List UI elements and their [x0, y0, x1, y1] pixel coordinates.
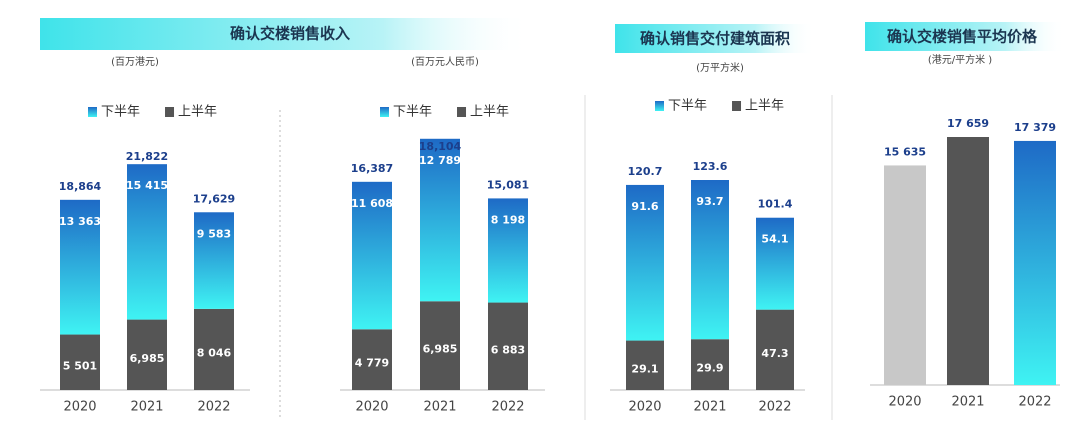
legend-label: 下半年 — [393, 105, 432, 120]
segment-label: 29.9 — [696, 362, 723, 375]
total-label: 120.7 — [628, 165, 663, 178]
segment-label: 93.7 — [696, 195, 723, 208]
bar-segment — [127, 164, 167, 320]
x-tick-label: 2020 — [888, 395, 921, 410]
chart-title: 确认销售交付建筑面积 — [640, 30, 790, 48]
legend-swatch — [380, 107, 389, 117]
chart-title: 确认交楼销售平均价格 — [887, 28, 1038, 46]
legend-swatch — [457, 107, 467, 117]
bar — [884, 165, 926, 385]
bar-segment — [756, 217, 794, 310]
total-label: 18,104 — [419, 140, 462, 153]
value-label: 17 659 — [947, 117, 989, 130]
legend-label: 上半年 — [745, 99, 784, 114]
legend-label: 上半年 — [178, 105, 217, 120]
value-label: 17 379 — [1014, 121, 1056, 134]
segment-label: 6 883 — [491, 343, 525, 356]
x-tick-label: 2022 — [491, 400, 524, 415]
legend-swatch — [655, 101, 664, 111]
bar — [947, 137, 989, 385]
x-tick-label: 2022 — [197, 400, 230, 415]
bar-segment — [127, 319, 167, 390]
segment-label: 5 501 — [63, 359, 97, 372]
segment-label: 9 583 — [197, 227, 231, 240]
legend-swatch — [165, 107, 175, 117]
legend-swatch — [732, 101, 742, 111]
total-label: 15,081 — [487, 178, 529, 191]
x-tick-label: 2021 — [951, 395, 984, 410]
banner — [615, 24, 815, 53]
bar — [1014, 140, 1056, 385]
legend-label: 下半年 — [101, 105, 140, 120]
legend-label: 下半年 — [668, 99, 707, 114]
x-tick-label: 2022 — [758, 400, 791, 415]
bar-segment — [420, 301, 460, 390]
segment-label: 8 046 — [197, 346, 232, 359]
total-label: 21,822 — [126, 150, 168, 163]
banner — [40, 18, 530, 50]
segment-label: 13 363 — [59, 215, 101, 228]
segment-label: 54.1 — [761, 233, 788, 246]
segment-label: 6,985 — [423, 343, 458, 356]
bar-segment — [194, 308, 234, 390]
x-tick-label: 2021 — [130, 400, 163, 415]
bar-segment — [488, 302, 528, 390]
bar-segment — [60, 334, 100, 390]
bar-segment — [691, 180, 729, 340]
chart-title: 确认交楼销售收入 — [230, 25, 350, 43]
segment-label: 6,985 — [130, 352, 165, 365]
bar-segment — [691, 339, 729, 390]
unit-label: (百万港元) — [111, 56, 159, 68]
bar-segment — [626, 184, 664, 341]
bar-segment — [488, 198, 528, 303]
total-label: 17,629 — [193, 192, 235, 205]
total-label: 101.4 — [758, 198, 793, 211]
bar-segment — [626, 340, 664, 390]
unit-label: (港元/平方米 ) — [928, 53, 992, 66]
segment-label: 47.3 — [761, 347, 788, 360]
bar-segment — [194, 212, 234, 309]
segment-label: 11 608 — [351, 197, 393, 210]
unit-label: (百万元人民币) — [411, 56, 479, 68]
segment-label: 15 415 — [126, 179, 168, 192]
total-label: 123.6 — [693, 160, 728, 173]
total-label: 18,864 — [59, 180, 102, 193]
x-tick-label: 2021 — [693, 400, 726, 415]
x-tick-label: 2022 — [1018, 395, 1051, 410]
segment-label: 12 789 — [419, 154, 461, 167]
bar-segment — [60, 199, 100, 335]
legend-swatch — [88, 107, 97, 117]
segment-label: 8 198 — [491, 213, 525, 226]
value-label: 15 635 — [884, 145, 926, 158]
x-tick-label: 2020 — [355, 400, 388, 415]
segment-label: 4 779 — [355, 357, 389, 370]
bar-segment — [420, 138, 460, 302]
unit-label: (万平方米) — [696, 61, 744, 74]
legend-label: 上半年 — [470, 105, 509, 120]
bar-segment — [352, 181, 392, 330]
x-tick-label: 2020 — [63, 400, 96, 415]
x-tick-label: 2020 — [628, 400, 661, 415]
segment-label: 29.1 — [631, 362, 658, 375]
total-label: 16,387 — [351, 162, 393, 175]
bar-segment — [352, 329, 392, 390]
banner — [865, 22, 1065, 51]
x-tick-label: 2021 — [423, 400, 456, 415]
bar-segment — [756, 309, 794, 390]
segment-label: 91.6 — [631, 200, 658, 213]
